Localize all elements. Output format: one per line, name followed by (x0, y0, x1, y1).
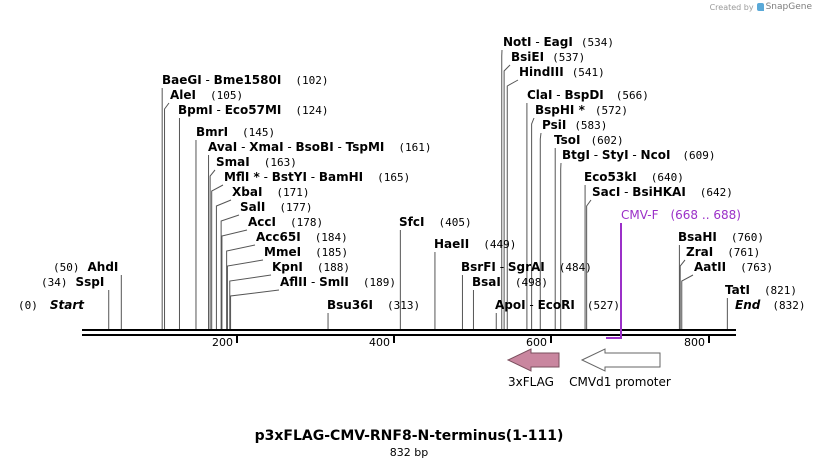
snapgene-credit: Created by SnapGene (710, 2, 812, 12)
feature-cmvd1-promoter-arrow[interactable] (580, 348, 661, 372)
site-connector-alei (164, 102, 170, 329)
credit-brand: SnapGene (765, 2, 812, 12)
site-connector-kpni (229, 274, 272, 329)
site-label-baegi[interactable]: BaeGI - Bme1580I (102) (162, 73, 328, 87)
site-connector-acci (221, 229, 248, 329)
tick-label: 400 (369, 336, 390, 349)
site-connector-smai (209, 169, 216, 329)
site-labels: NotI - EagI (534) BsiEI (537) HindIII (541)… (18, 35, 805, 312)
site-label-start: (0) Start (18, 298, 85, 312)
tick-label: 200 (212, 336, 233, 349)
site-label-acci[interactable]: AccI (178) (248, 215, 323, 229)
site-connector-hindiii (506, 79, 519, 329)
site-label-mmei[interactable]: MmeI (185) (264, 245, 348, 259)
site-label-alei[interactable]: AleI (105) (170, 88, 243, 102)
site-label-avai[interactable]: AvaI - XmaI - BsoBI - TspMI (161) (208, 140, 432, 154)
site-label-hindiii[interactable]: HindIII (541) (519, 65, 605, 79)
site-label-ahdi[interactable]: (50) AhdI (53, 260, 118, 274)
site-connector-bsphi (531, 117, 535, 329)
scale-ticks: 200 400 600 800 (212, 335, 710, 349)
scale-tick-600: 600 (526, 335, 552, 349)
plasmid-length: 832 bp (389, 446, 429, 459)
feature-3xflag-label: 3xFLAG (508, 375, 554, 389)
credit-created-by: Created by (709, 2, 754, 12)
site-label-smai[interactable]: SmaI (163) (216, 155, 297, 169)
site-connector-mmei (226, 259, 264, 329)
site-connector-acc65i (226, 244, 256, 329)
site-connector-sali (220, 214, 240, 329)
site-connector-zrai (679, 259, 686, 329)
site-label-aatii[interactable]: AatII (763) (694, 260, 773, 274)
feature-cmvd1-promoter-label: CMVd1 promoter (569, 375, 671, 389)
features: 3xFLAG CMVd1 promoter (506, 348, 671, 389)
site-label-sali[interactable]: SalI (177) (240, 200, 312, 214)
site-label-clai[interactable]: ClaI - BspDI (566) (527, 88, 649, 102)
tick-label: 600 (526, 336, 547, 349)
site-label-btgi[interactable]: BtgI - StyI - NcoI (609) (562, 148, 716, 162)
scale-tick-800: 800 (684, 335, 710, 349)
site-label-sspi[interactable]: (34) SspI (41, 275, 104, 289)
site-connector-bsiei (503, 64, 511, 329)
site-label-eco53ki[interactable]: Eco53kI (640) (584, 170, 684, 184)
site-label-bsiei[interactable]: BsiEI (537) (511, 50, 585, 64)
scale-tick-200: 200 (212, 335, 238, 349)
site-connector-lines (108, 49, 728, 329)
site-label-bsahi[interactable]: BsaHI (760) (678, 230, 764, 244)
plasmid-title: p3xFLAG-CMV-RNF8-N-terminus(1-111) (254, 428, 564, 444)
site-label-bsai[interactable]: BsaI (498) (472, 275, 548, 289)
site-label-bsrfi[interactable]: BsrFI - SgrAI (484) (461, 260, 592, 274)
site-label-xbai[interactable]: XbaI (171) (232, 185, 310, 199)
site-label-mfli[interactable]: MflI * - BstYI - BamHI (165) (224, 170, 410, 184)
site-connector-psii (539, 132, 542, 329)
site-label-acc65i[interactable]: Acc65I (184) (256, 230, 348, 244)
scale-tick-400: 400 (369, 335, 395, 349)
site-label-zrai[interactable]: ZraI (761) (686, 245, 760, 259)
primer-cmv-f[interactable]: CMV-F (668 .. 688) (606, 208, 741, 339)
site-connector-mfli (211, 184, 224, 329)
site-label-haeii[interactable]: HaeII (449) (434, 237, 516, 251)
tick-label: 800 (684, 336, 705, 349)
site-connector-saci (586, 199, 592, 329)
site-label-saci[interactable]: SacI - BsiHKAI (642) (592, 185, 733, 199)
site-label-bsphi[interactable]: BspHI * (572) (535, 103, 628, 117)
site-label-bpmi[interactable]: BpmI - Eco57MI (124) (178, 103, 328, 117)
site-label-kpni[interactable]: KpnI (188) (272, 260, 350, 274)
site-connector-xbai (215, 199, 232, 329)
site-label-tsoi[interactable]: TsoI (602) (554, 133, 624, 147)
site-label-end: End (832) (735, 298, 805, 312)
site-connector-aatii (681, 274, 694, 329)
primer-arrow (606, 223, 622, 339)
snapgene-logo-icon (756, 3, 764, 11)
site-label-tati[interactable]: TatI (821) (725, 283, 797, 297)
site-label-noti[interactable]: NotI - EagI (534) (503, 35, 614, 49)
site-label-psii[interactable]: PsiI (583) (542, 118, 607, 132)
feature-3xflag-arrow[interactable] (506, 348, 560, 372)
site-label-apoi[interactable]: ApoI - EcoRI (527) (495, 298, 620, 312)
site-label-aflii[interactable]: AflII - SmlI (189) (280, 275, 396, 289)
site-connector-aflii (230, 289, 280, 329)
site-label-bmri[interactable]: BmrI (145) (196, 125, 275, 139)
site-label-sfci[interactable]: SfcI (405) (399, 215, 472, 229)
primer-label: CMV-F (668 .. 688) (621, 208, 741, 222)
site-label-bsu36i[interactable]: Bsu36I (313) (327, 298, 420, 312)
